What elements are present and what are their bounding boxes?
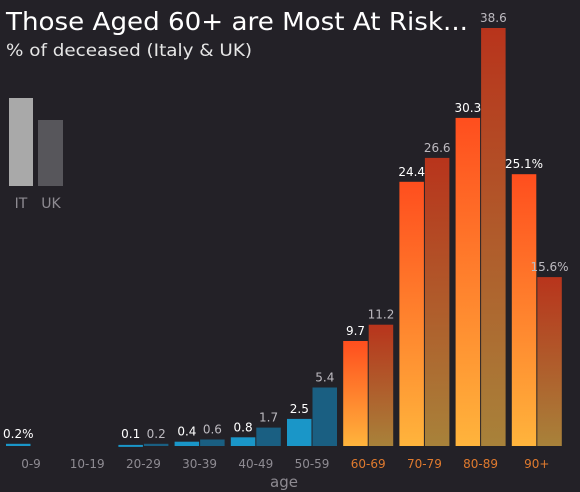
data-label-it-30-39: 0.4 <box>177 425 196 439</box>
legend-swatch-it <box>9 98 33 186</box>
x-axis-ticks: 0-9 10-19 20-29 30-39 40-49 50-59 60-69 70-79 80… <box>21 457 549 471</box>
data-label-uk-40-49: 1.7 <box>259 411 278 425</box>
chart-subtitle: % of deceased (Italy & UK) <box>6 41 252 61</box>
data-label-uk-80-89: 38.6 <box>480 11 507 25</box>
bar-it-50-59 <box>287 418 312 446</box>
bar-uk-40-49 <box>256 427 281 446</box>
data-label-uk-50-59: 5.4 <box>315 371 334 385</box>
bar-it-90+ <box>511 174 537 446</box>
bar-it-0-9 <box>6 443 31 446</box>
bar-it-30-39 <box>174 441 200 446</box>
data-label-uk-30-39: 0.6 <box>203 423 222 437</box>
x-tick-40-49: 40-49 <box>238 457 273 471</box>
data-label-uk-20-29: 0.2 <box>147 427 166 441</box>
x-tick-10-19: 10-19 <box>70 457 105 471</box>
bar-uk-60-69 <box>368 324 394 446</box>
data-label-it-50-59: 2.5 <box>290 402 309 416</box>
data-label-it-40-49: 0.8 <box>234 420 253 434</box>
bar-it-20-29 <box>118 444 143 447</box>
data-label-it-60-69: 9.7 <box>346 324 365 338</box>
data-label-uk-90+: 15.6% <box>530 260 568 274</box>
x-tick-70-79: 70-79 <box>407 457 442 471</box>
bar-it-70-79 <box>399 181 424 447</box>
data-label-uk-70-79: 26.6 <box>424 141 451 155</box>
bar-uk-50-59 <box>312 387 337 446</box>
legend-swatch-uk <box>38 120 63 186</box>
bar-uk-80-89 <box>481 28 506 446</box>
data-label-it-0-9: 0.2% <box>3 427 34 441</box>
data-label-uk-60-69: 11.2 <box>368 308 395 322</box>
x-tick-50-59: 50-59 <box>295 457 330 471</box>
legend-label-uk: UK <box>41 196 61 212</box>
x-axis-label: age <box>270 473 298 491</box>
data-labels: 0.2% 0.1 0.2 0.4 0.6 0.8 1.7 2.5 5.4 9.711.2 24.4 2… <box>3 11 569 441</box>
data-label-it-80-89: 30.3 <box>455 101 482 115</box>
data-label-it-90+: 25.1% <box>505 157 543 171</box>
x-tick-30-39: 30-39 <box>182 457 217 471</box>
x-tick-80-89: 80-89 <box>463 457 498 471</box>
bar-it-40-49 <box>230 437 256 446</box>
bar-it-80-89 <box>455 117 481 447</box>
bar-it-60-69 <box>343 341 368 446</box>
bars <box>6 28 562 447</box>
legend: IT UK <box>9 98 63 212</box>
x-tick-0-9: 0-9 <box>21 457 41 471</box>
bar-uk-90+ <box>537 277 562 446</box>
x-tick-20-29: 20-29 <box>126 457 161 471</box>
bar-uk-70-79 <box>424 157 450 446</box>
bar-uk-20-29 <box>143 443 169 446</box>
x-tick-60-69: 60-69 <box>351 457 386 471</box>
legend-label-it: IT <box>15 196 28 212</box>
x-tick-90+: 90+ <box>524 457 549 471</box>
bar-uk-30-39 <box>200 439 225 446</box>
data-label-it-70-79: 24.4 <box>398 165 425 179</box>
data-label-it-20-29: 0.1 <box>121 427 140 441</box>
chart-title: Those Aged 60+ are Most At Risk... <box>5 7 468 36</box>
